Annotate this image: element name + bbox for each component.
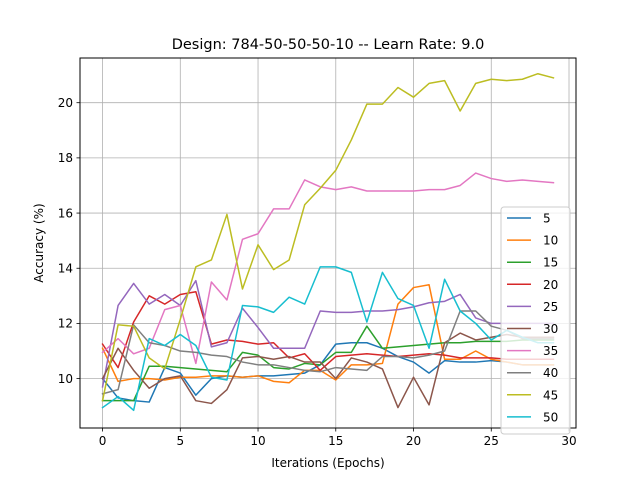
- legend-label-5: 5: [543, 212, 551, 226]
- series-line-15: [101, 325, 555, 402]
- y-tick-label: 16: [58, 206, 73, 220]
- plot-frame: [79, 57, 577, 429]
- series-line-20: [101, 290, 555, 372]
- legend-box: [500, 206, 571, 435]
- grid-layer: [80, 58, 576, 428]
- series-line-25: [101, 279, 555, 388]
- legend-label-40: 40: [543, 366, 558, 380]
- series-layer: [101, 72, 555, 412]
- tick-layer: 0 5 10 15 20 25 30 10 12 14 16 18 20: [58, 96, 577, 448]
- legend-label-15: 15: [543, 256, 558, 270]
- y-tick-label: 14: [58, 262, 73, 276]
- y-tick-label: 12: [58, 317, 73, 331]
- x-tick-label: 25: [484, 434, 499, 448]
- chart-title: Design: 784-50-50-50-10 -- Learn Rate: 9…: [172, 37, 485, 53]
- x-tick-label: 15: [328, 434, 343, 448]
- x-tick-label: 5: [176, 434, 184, 448]
- y-axis-label: Accuracy (%): [32, 203, 46, 282]
- x-axis-label: Iterations (Epochs): [271, 456, 384, 470]
- legend-label-35: 35: [543, 344, 558, 358]
- series-line-5: [101, 341, 555, 403]
- x-tick-label: 30: [561, 434, 576, 448]
- series-line-35: [101, 172, 555, 365]
- legend-label-45: 45: [543, 388, 558, 402]
- y-tick-label: 18: [58, 151, 73, 165]
- series-line-50: [101, 266, 555, 412]
- legend-label-30: 30: [543, 322, 558, 336]
- series-line-40: [101, 310, 555, 395]
- y-tick-label: 10: [58, 372, 73, 386]
- legend-label-25: 25: [543, 300, 558, 314]
- series-line-10: [101, 284, 555, 384]
- x-tick-label: 0: [99, 434, 107, 448]
- x-tick-label: 10: [250, 434, 265, 448]
- series-line-45: [101, 72, 555, 402]
- legend-label-20: 20: [543, 278, 558, 292]
- legend-label-50: 50: [543, 410, 558, 424]
- legend: 5 10 15 20 25 30 35 40 45 50: [500, 206, 571, 435]
- y-tick-label: 20: [58, 96, 73, 110]
- legend-label-10: 10: [543, 234, 558, 248]
- x-tick-label: 20: [406, 434, 421, 448]
